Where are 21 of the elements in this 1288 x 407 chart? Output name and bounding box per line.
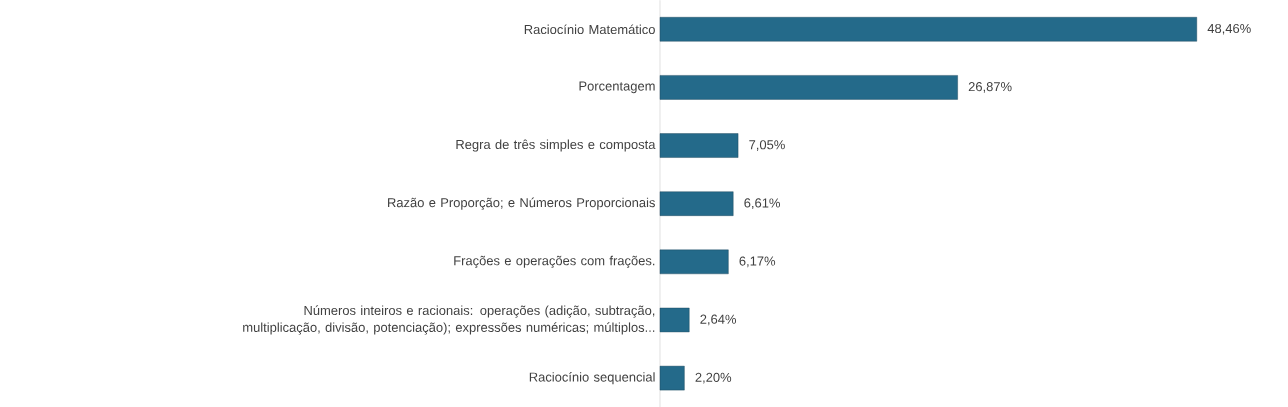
- data-label: 6,17%: [739, 256, 776, 267]
- bar: [659, 307, 690, 332]
- y-tick-label: Porcentagem: [579, 81, 655, 94]
- y-tick-label: Números inteiros e racionais: operações (adição, subtração, multiplicação, divisão, potenciação); expressões numéricas; múltiplos...: [243, 305, 655, 335]
- data-label: 6,61%: [744, 198, 780, 209]
- data-label: 2,64%: [700, 314, 737, 326]
- y-tick-label: Raciocínio sequencial: [529, 371, 655, 385]
- y-tick-label: Regra de três simples e composta: [456, 139, 656, 152]
- data-label: 48,46%: [1207, 23, 1251, 35]
- y-tick-label: Frações e operações com frações.: [454, 255, 655, 268]
- data-label: 7,05%: [749, 140, 785, 151]
- bar: [659, 249, 729, 274]
- bar: [659, 133, 739, 158]
- y-tick-label: Razão e Proporção; e Números Proporcionais: [388, 197, 655, 210]
- data-label: 26,87%: [968, 81, 1012, 93]
- data-label: 2,20%: [695, 372, 732, 384]
- y-tick-label: Raciocínio Matemático: [524, 24, 655, 34]
- bar: [659, 16, 1197, 42]
- bar: [659, 191, 734, 216]
- bar: [659, 75, 958, 100]
- bar: [659, 365, 685, 391]
